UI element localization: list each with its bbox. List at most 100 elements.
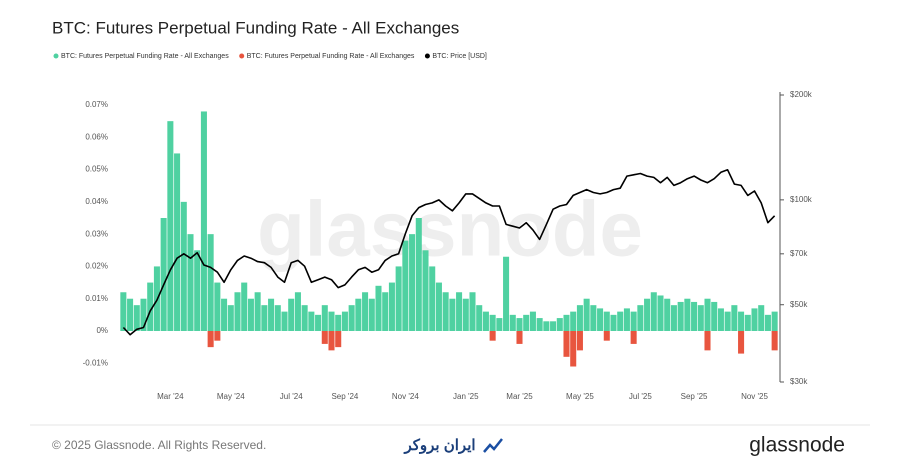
bar <box>187 234 194 331</box>
bar <box>523 314 530 331</box>
bar <box>563 314 570 331</box>
legend-marker <box>424 53 430 59</box>
legend-label: BTC: Futures Perpetual Funding Rate - Al… <box>247 53 415 60</box>
bar <box>321 305 328 331</box>
price-line <box>122 169 776 336</box>
bar <box>308 311 315 331</box>
bar <box>147 282 154 331</box>
bar <box>697 305 704 331</box>
bar <box>738 311 745 331</box>
bar <box>281 311 288 331</box>
bar <box>704 298 711 331</box>
bar <box>617 311 624 331</box>
bar <box>368 298 375 331</box>
bar <box>550 321 557 331</box>
bar <box>711 301 718 331</box>
bar <box>610 314 617 331</box>
bar <box>355 298 362 331</box>
bar <box>670 305 677 331</box>
bar <box>207 234 214 331</box>
x-tick-label: Jul '24 <box>280 392 303 401</box>
brand-logo: glassnode <box>749 434 845 457</box>
bar <box>583 298 590 331</box>
y-tick-label: 0.06% <box>85 132 108 141</box>
legend-label: BTC: Price [USD] <box>432 53 487 60</box>
bar <box>603 311 610 331</box>
y-tick-label: 0.01% <box>85 294 108 303</box>
plot-area <box>120 111 778 367</box>
bar <box>315 314 322 331</box>
bar <box>644 298 651 331</box>
bar <box>227 305 234 331</box>
x-tick-label: May '25 <box>566 392 594 401</box>
bar <box>590 305 597 331</box>
bar <box>462 298 469 331</box>
copyright: © 2025 Glassnode. All Rights Reserved. <box>52 438 266 452</box>
bar <box>456 292 463 331</box>
bar <box>597 308 604 331</box>
bar <box>395 266 402 331</box>
bar <box>516 318 523 331</box>
bar <box>180 201 187 331</box>
bar <box>268 298 275 331</box>
bar <box>704 330 711 351</box>
bar <box>482 311 489 331</box>
bar <box>543 321 550 331</box>
x-tick-label: Sep '25 <box>681 392 708 401</box>
bar <box>194 250 201 331</box>
bar <box>415 218 422 331</box>
y-tick-label: 0.07% <box>85 100 108 109</box>
bar <box>623 308 630 331</box>
bar <box>637 305 644 331</box>
bar <box>738 330 745 354</box>
bar <box>576 305 583 331</box>
y-tick-label: 0.05% <box>85 165 108 174</box>
bar <box>200 111 207 331</box>
bar <box>758 305 765 331</box>
bar <box>489 314 496 331</box>
bar <box>388 282 395 331</box>
bar <box>563 330 570 357</box>
bar <box>435 282 442 331</box>
bar <box>288 298 295 331</box>
bar <box>254 292 261 331</box>
bar <box>476 305 483 331</box>
bar <box>402 240 409 331</box>
chart-title: BTC: Futures Perpetual Funding Rate - Al… <box>52 18 459 37</box>
x-tick-label: Mar '25 <box>506 392 533 401</box>
bar <box>576 330 583 351</box>
bar <box>301 305 308 331</box>
partner-logo: ایران بروکر <box>403 437 503 454</box>
bar <box>120 292 127 331</box>
bar <box>509 314 516 331</box>
bar <box>167 121 174 331</box>
y2-tick-label: $50k <box>790 300 808 309</box>
bar <box>140 298 147 331</box>
bar <box>321 330 328 344</box>
bar <box>382 292 389 331</box>
bar <box>489 330 496 341</box>
bar <box>247 298 254 331</box>
bar <box>764 314 771 331</box>
bar <box>328 330 335 351</box>
bar <box>328 311 335 331</box>
bar <box>503 256 510 331</box>
bar <box>207 330 214 348</box>
bar <box>214 282 221 331</box>
bar <box>536 318 543 331</box>
bar <box>422 250 429 331</box>
bar <box>294 292 301 331</box>
bar <box>127 298 134 331</box>
x-tick-label: Mar '24 <box>157 392 184 401</box>
bar <box>630 330 637 344</box>
legend-marker <box>53 53 59 59</box>
bar <box>442 292 449 331</box>
legend-marker <box>239 53 245 59</box>
y2-tick-label: $70k <box>790 249 808 258</box>
x-tick-label: May '24 <box>217 392 245 401</box>
x-tick-label: Nov '25 <box>741 392 768 401</box>
y-tick-label: -0.01% <box>83 358 108 367</box>
bar <box>429 266 436 331</box>
y-tick-label: 0% <box>96 326 108 335</box>
